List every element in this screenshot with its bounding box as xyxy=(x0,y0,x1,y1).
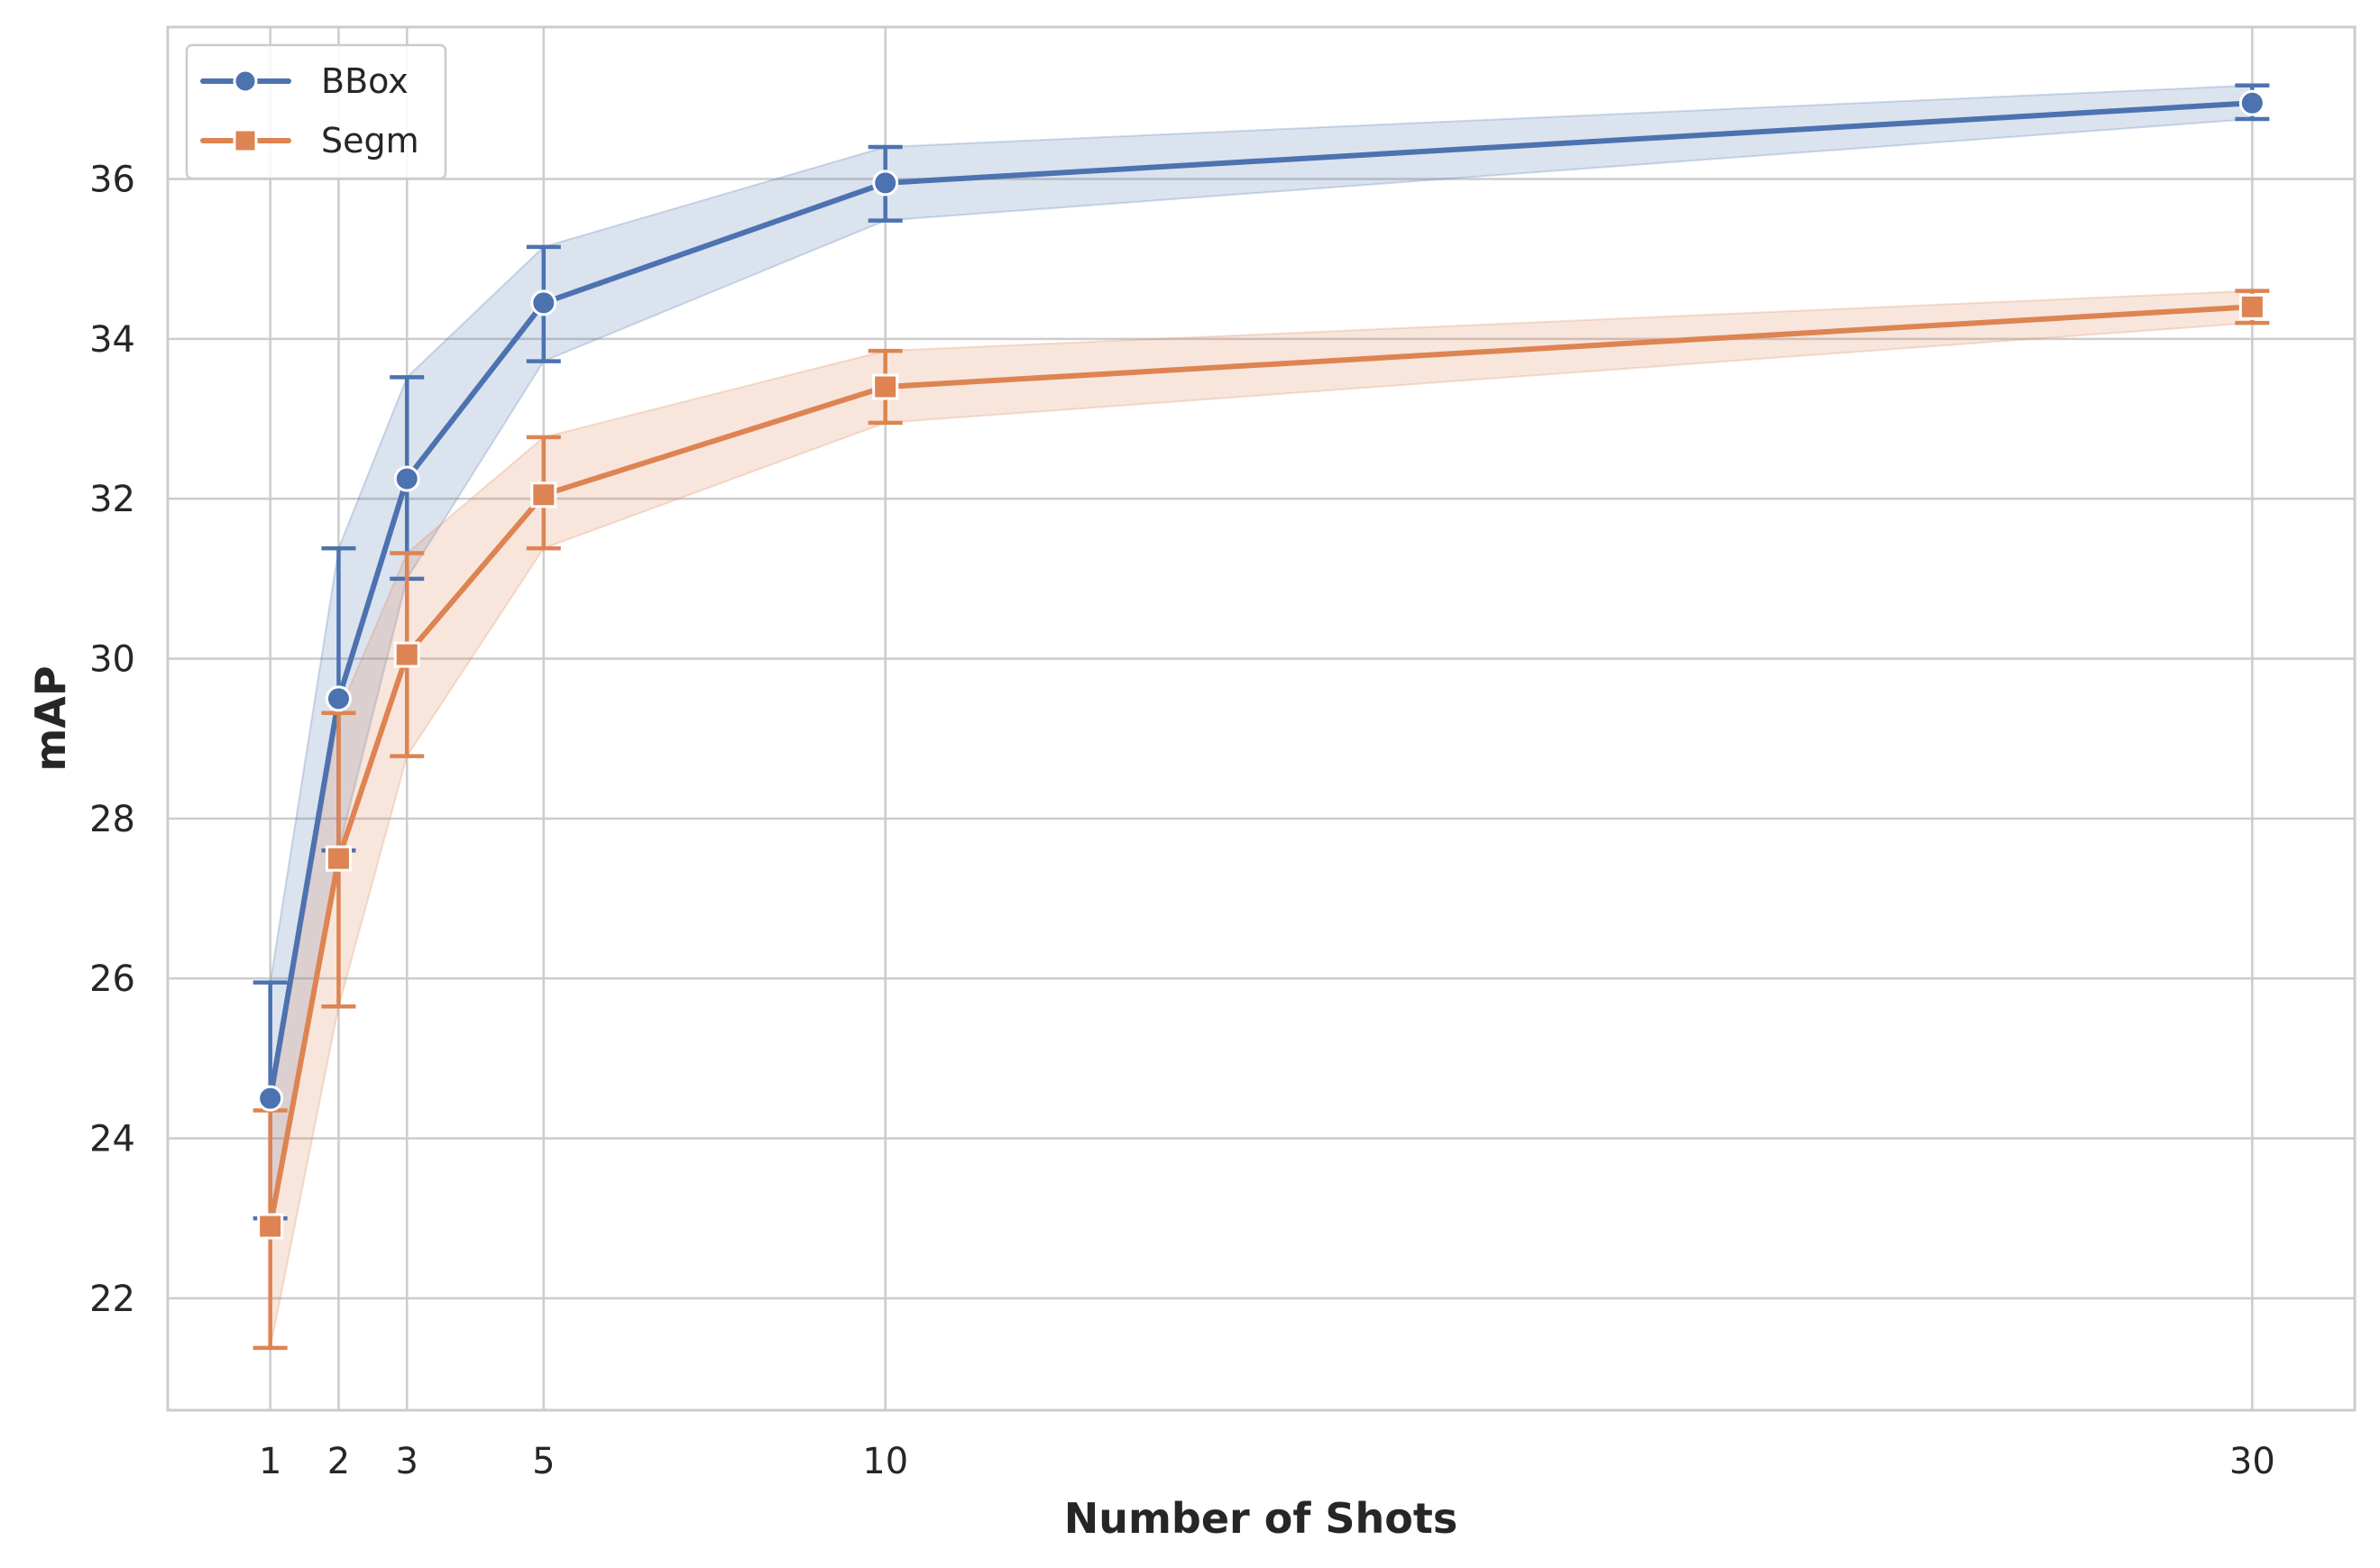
point-segm xyxy=(325,845,352,872)
point-bbox xyxy=(530,289,557,316)
y-tick-label: 24 xyxy=(89,1119,135,1160)
y-axis-label: mAP xyxy=(26,665,75,771)
x-tick-label: 5 xyxy=(532,1441,555,1482)
y-tick-label: 28 xyxy=(89,799,135,840)
point-segm xyxy=(393,641,420,668)
grid xyxy=(168,27,2355,1410)
plot-frame xyxy=(166,25,2357,1412)
y-tick-label: 34 xyxy=(89,319,135,361)
y-tick-label: 30 xyxy=(89,638,135,680)
y-tick-labels: 22 24 26 28 30 32 34 36 xyxy=(89,159,135,1319)
point-segm xyxy=(257,1213,284,1240)
legend: BBox Segm xyxy=(185,43,447,180)
legend-marker xyxy=(233,128,258,153)
x-tick-label: 1 xyxy=(259,1441,281,1482)
point-bbox xyxy=(257,1085,284,1112)
point-segm xyxy=(872,373,899,400)
point-bbox xyxy=(325,685,352,712)
x-tick-labels: 1 2 3 5 10 30 xyxy=(259,1441,2275,1482)
data-markers xyxy=(257,89,2265,1240)
x-tick-label: 10 xyxy=(862,1441,908,1482)
y-tick-label: 36 xyxy=(89,159,135,200)
point-segm xyxy=(530,481,557,509)
x-axis-label: Number of Shots xyxy=(1064,1494,1457,1543)
x-tick-label: 2 xyxy=(327,1441,350,1482)
point-segm xyxy=(2238,293,2265,320)
legend-entry-segm: Segm xyxy=(200,121,419,160)
y-tick-label: 32 xyxy=(89,479,135,520)
legend-marker xyxy=(233,69,258,94)
legend-label: Segm xyxy=(321,121,419,160)
band-bbox xyxy=(269,84,2254,1219)
point-bbox xyxy=(872,170,899,197)
confidence-bands xyxy=(269,84,2254,1348)
point-bbox xyxy=(393,465,420,492)
y-tick-label: 26 xyxy=(89,958,135,1000)
x-tick-label: 30 xyxy=(2229,1441,2275,1482)
series-lines xyxy=(267,100,2256,1230)
line-bbox xyxy=(267,100,2256,1102)
x-tick-label: 3 xyxy=(396,1441,418,1482)
line-segm xyxy=(267,304,2256,1230)
legend-label: BBox xyxy=(321,61,409,101)
y-tick-label: 22 xyxy=(89,1279,135,1320)
legend-entry-bbox: BBox xyxy=(200,61,409,101)
point-bbox xyxy=(2238,89,2265,116)
